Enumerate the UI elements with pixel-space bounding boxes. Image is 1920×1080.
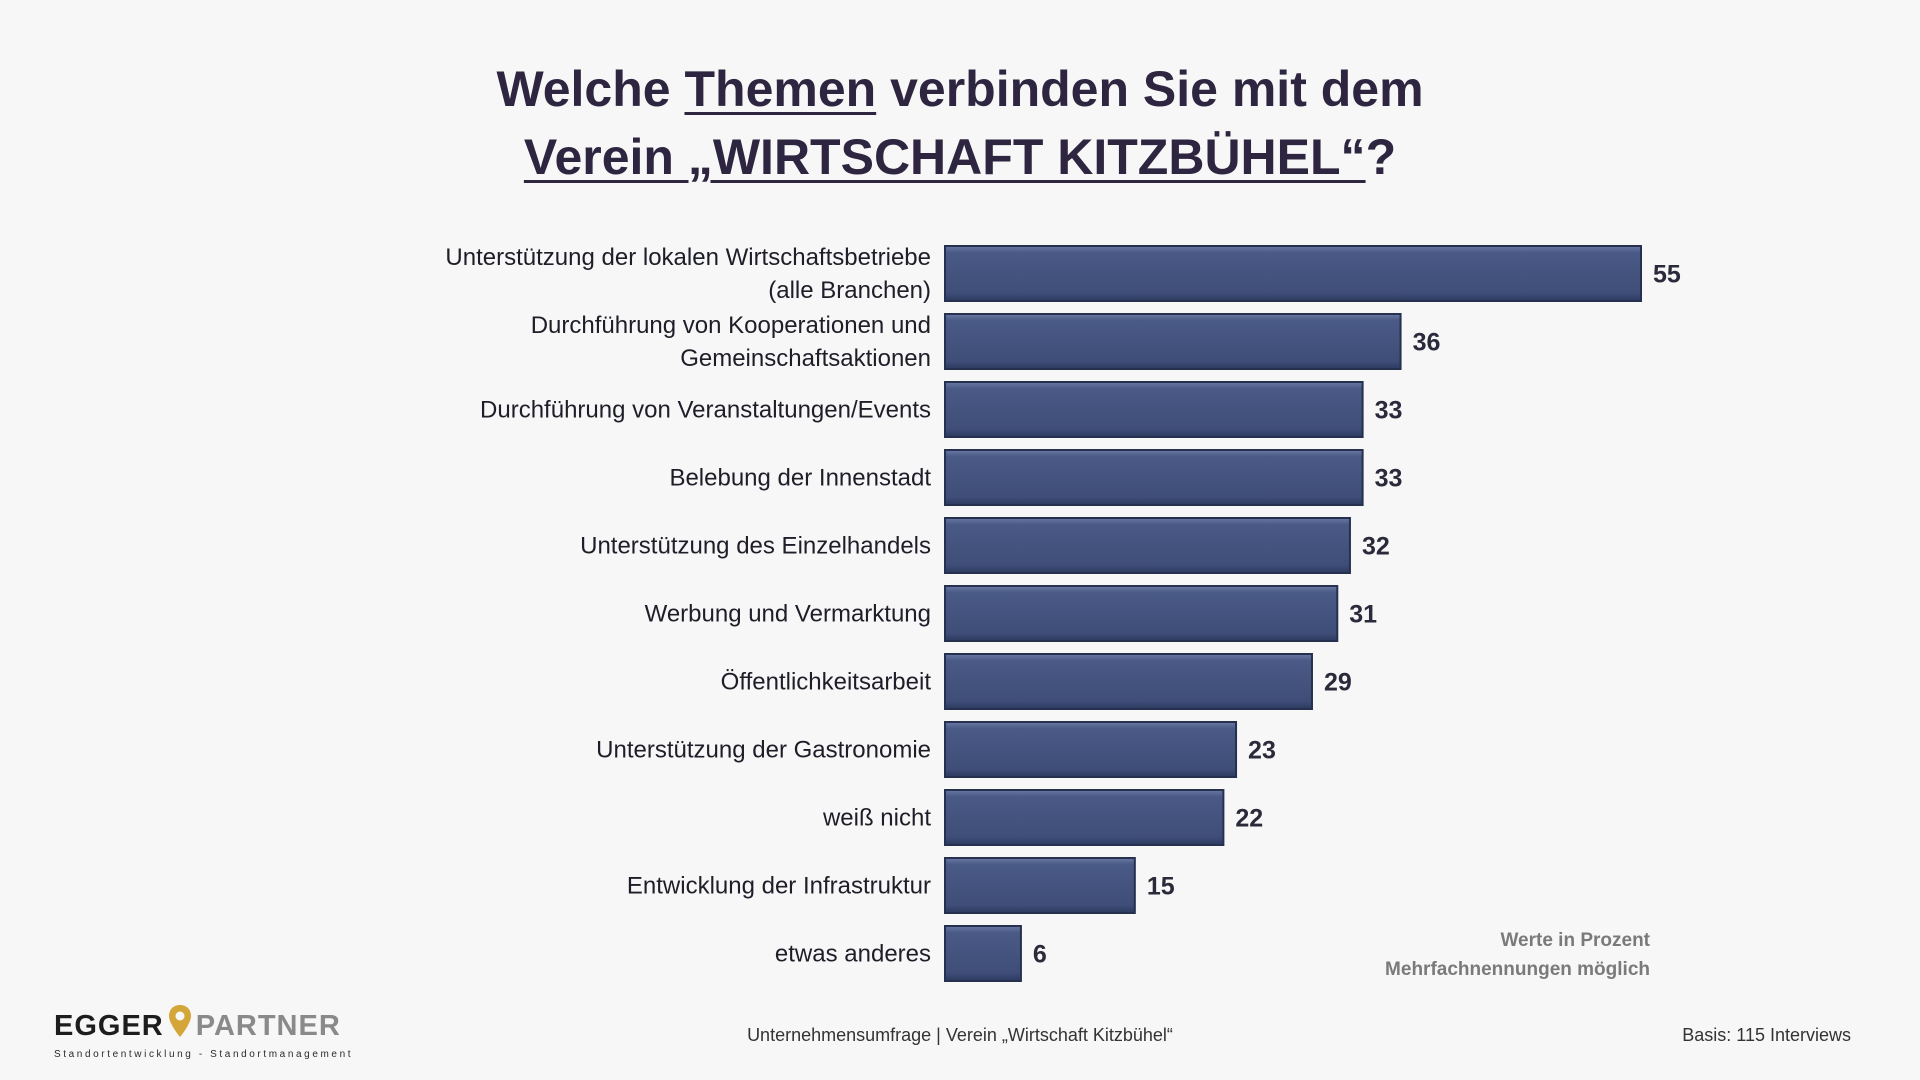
bar-value-label: 33 bbox=[1375, 465, 1403, 493]
bar bbox=[944, 925, 1022, 982]
category-label: Unterstützung des Einzelhandels bbox=[580, 533, 931, 560]
logo-tagline: Standortentwicklung - Standortmanagement bbox=[54, 1049, 354, 1060]
bar bbox=[944, 449, 1364, 506]
bar-value-label: 55 bbox=[1653, 261, 1681, 289]
bar bbox=[944, 653, 1313, 710]
category-label: Unterstützung der lokalen Wirtschaftsbet… bbox=[445, 244, 931, 304]
bar bbox=[944, 789, 1225, 846]
note-units: Werte in Prozent bbox=[1500, 930, 1650, 951]
logo-text-egger: EGGER bbox=[54, 1010, 164, 1042]
bar-value-label: 32 bbox=[1362, 533, 1390, 561]
category-label: Öffentlichkeitsarbeit bbox=[721, 669, 932, 696]
company-logo: EGGER PARTNER Standortentwicklung - Stand… bbox=[54, 1004, 353, 1060]
bar-chart: 55 Unterstützung der lokalen Wirtschaftsb… bbox=[445, 244, 1681, 982]
category-label: Belebung der Innenstadt bbox=[669, 465, 931, 492]
bar bbox=[944, 517, 1351, 574]
title-line-2: Verein „WIRTSCHAFT KITZBÜHEL“? bbox=[0, 123, 1920, 191]
title-text: ? bbox=[1365, 129, 1397, 185]
category-label: weiß nicht bbox=[822, 805, 931, 832]
category-label: Durchführung von Kooperationen und Gemein… bbox=[531, 312, 931, 372]
bar-value-label: 29 bbox=[1324, 669, 1352, 697]
bar-value-label: 23 bbox=[1248, 737, 1276, 765]
bar bbox=[944, 313, 1402, 370]
chart-title: Welche Themen verbinden Sie mit dem Vere… bbox=[0, 55, 1920, 191]
bar-value-label: 22 bbox=[1235, 805, 1263, 833]
bar-value-label: 33 bbox=[1375, 397, 1403, 425]
footer-sample-size: Basis: 115 Interviews bbox=[1682, 1025, 1851, 1045]
title-text: verbinden Sie mit dem bbox=[876, 61, 1424, 117]
bar bbox=[944, 721, 1238, 778]
footer-survey-title: Unternehmensumfrage | Verein „Wirtschaft… bbox=[747, 1025, 1173, 1045]
category-label: etwas anderes bbox=[775, 941, 931, 968]
bar bbox=[944, 245, 1642, 302]
bar-value-label: 6 bbox=[1033, 941, 1047, 969]
logo-text-partner: PARTNER bbox=[195, 1010, 341, 1042]
bar bbox=[944, 381, 1364, 438]
bar-value-label: 15 bbox=[1147, 873, 1175, 901]
location-pin-icon bbox=[168, 1005, 191, 1037]
category-label: Unterstützung der Gastronomie bbox=[596, 737, 931, 764]
category-label: Durchführung von Veranstaltungen/Events bbox=[480, 397, 931, 424]
title-line-1: Welche Themen verbinden Sie mit dem bbox=[0, 55, 1920, 123]
bar-value-label: 31 bbox=[1349, 601, 1377, 629]
category-label: Werbung und Vermarktung bbox=[645, 601, 931, 628]
bar-value-label: 36 bbox=[1413, 329, 1441, 357]
title-text: Welche bbox=[496, 61, 685, 117]
bar bbox=[944, 585, 1339, 642]
bar bbox=[944, 857, 1136, 914]
category-label: Entwicklung der Infrastruktur bbox=[627, 873, 931, 900]
chart-notes: Werte in Prozent Mehrfachnennungen mögli… bbox=[1385, 926, 1650, 984]
title-text-underlined: Verein „WIRTSCHAFT KITZBÜHEL“ bbox=[523, 129, 1366, 185]
title-text-underlined: Themen bbox=[684, 61, 877, 117]
note-multiple-answers: Mehrfachnennungen möglich bbox=[1385, 959, 1650, 980]
